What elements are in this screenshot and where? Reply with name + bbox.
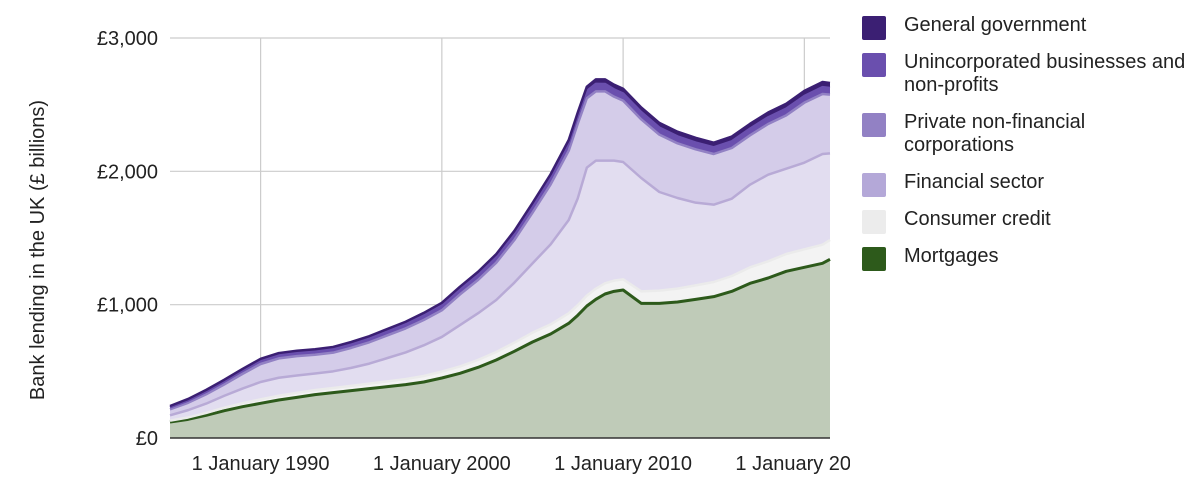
legend-label-financial-sector: Financial sector [904,171,1045,193]
legend-label-private-non-financial: Private non-financial corporations [904,111,1086,156]
y-tick-label: £3,000 [97,28,158,50]
line-private-non-financial-corporations [169,90,831,411]
line-consumer-credit [169,238,831,422]
legend-swatch-mortgages [862,247,886,271]
legend-swatch-private-non-financial [862,113,886,137]
y-tick-label: £0 [136,428,158,450]
line-financial-sector [169,152,831,417]
legend-swatch-general-government [862,16,886,40]
y-axis-label: Bank lending in the UK (£ billions) [27,100,49,400]
legend-item-mortgages[interactable]: Mortgages [862,245,1192,271]
legend-label-mortgages: Mortgages [904,245,999,267]
area-financial-sector [170,153,830,421]
stacked-area-chart: £0 £1,000 £2,000 £3,000 1 January 1990 1 Janu… [27,28,850,475]
legend-item-financial-sector[interactable]: Financial sector [862,171,1192,197]
axes: £0 £1,000 £2,000 £3,000 1 January 1990 1 Janu… [97,28,850,475]
legend-label-consumer-credit: Consumer credit [904,208,1051,230]
legend-item-private-non-financial[interactable]: Private non-financial corporations [862,111,1192,157]
x-tick-label: 1 January 2000 [373,453,511,475]
x-tick-label: 1 January 2020 [735,453,850,475]
y-tick-label: £1,000 [97,295,158,317]
x-tick-label: 1 January 1990 [192,453,330,475]
line-general-government [169,78,831,408]
legend-swatch-consumer-credit [862,210,886,234]
legend-swatch-financial-sector [862,173,886,197]
legend-label-unincorporated-businesses: Unincorporated businesses and non-profit… [904,51,1186,96]
legend-item-general-government[interactable]: General government [862,14,1192,40]
series-lines [169,78,831,424]
y-tick-label: £2,000 [97,161,158,183]
area-private-non-financial-corporations [170,91,830,416]
line-unincorporated-businesses-and-non-profits [169,82,831,409]
legend-label-general-government: General government [904,14,1087,36]
line-mortgages [169,258,831,424]
legend: General government Unincorporated busine… [862,14,1192,282]
legend-item-consumer-credit[interactable]: Consumer credit [862,208,1192,234]
x-tick-label: 1 January 2010 [554,453,692,475]
legend-swatch-unincorporated-businesses [862,53,886,77]
legend-item-unincorporated-businesses[interactable]: Unincorporated businesses and non-profit… [862,51,1192,97]
